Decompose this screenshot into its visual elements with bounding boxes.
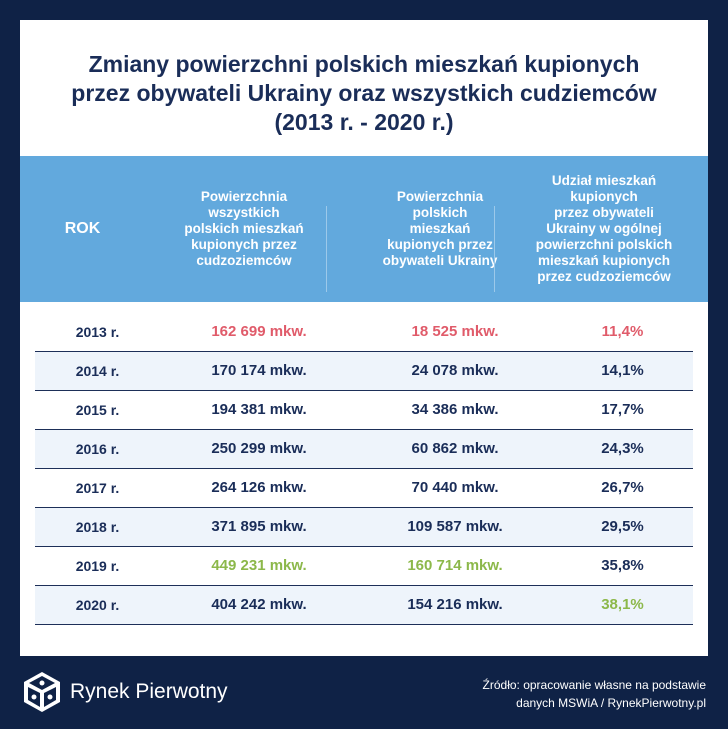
brand-name: Rynek Pierwotny [70,680,228,703]
table-body: 2013 r. 162 699 mkw. 18 525 mkw. 11,4% 2014 … [35,313,693,625]
cell-all-foreigners: 449 231 mkw. [211,557,307,574]
cell-share: 26,7% [601,479,644,496]
table-card: Zmiany powierzchni polskich mieszkań kup… [20,20,708,656]
cell-share: 38,1% [601,596,644,613]
table-row: 2016 r. 250 299 mkw. 60 862 mkw. 24,3% [35,430,693,469]
cell-all-foreigners: 194 381 mkw. [211,401,307,418]
cell-year: 2016 r. [75,441,120,457]
cell-ukraine: 70 440 mkw. [411,479,499,496]
cell-ukraine: 60 862 mkw. [411,440,499,457]
cell-all-foreigners: 170 174 mkw. [211,362,307,379]
table-row: 2020 r. 404 242 mkw. 154 216 mkw. 38,1% [35,586,693,625]
table-row: 2019 r. 449 231 mkw. 160 714 mkw. 35,8% [35,547,693,586]
table-header: ROK Powierzchnia wszystkich polskich mie… [20,156,708,302]
cell-year: 2020 r. [75,597,120,613]
cell-share: 35,8% [601,557,644,574]
table-row: 2017 r. 264 126 mkw. 70 440 mkw. 26,7% [35,469,693,508]
cell-all-foreigners: 404 242 mkw. [211,596,307,613]
cell-year: 2015 r. [75,402,120,418]
cell-ukraine: 34 386 mkw. [411,401,499,418]
header-year: ROK [64,220,101,237]
header-share: Udział mieszkań kupionych przez obywatel… [535,173,673,284]
table-row: 2015 r. 194 381 mkw. 34 386 mkw. 17,7% [35,391,693,430]
cell-ukraine: 109 587 mkw. [407,518,503,535]
table-row: 2014 r. 170 174 mkw. 24 078 mkw. 14,1% [35,352,693,391]
table-row: 2018 r. 371 895 mkw. 109 587 mkw. 29,5% [35,508,693,547]
cell-share: 29,5% [601,518,644,535]
cell-year: 2018 r. [75,519,120,535]
cell-ukraine: 24 078 mkw. [411,362,499,379]
cell-year: 2013 r. [75,324,120,340]
cell-share: 14,1% [601,362,644,379]
source-note: Źródło: opracowanie własne na podstawie … [482,678,706,710]
cell-year: 2014 r. [75,363,120,379]
cell-ukraine: 154 216 mkw. [407,596,503,613]
header-all-foreigners: Powierzchnia wszystkich polskich mieszka… [184,189,304,268]
cell-ukraine: 160 714 mkw. [407,557,503,574]
cell-all-foreigners: 264 126 mkw. [211,479,307,496]
cell-all-foreigners: 371 895 mkw. [211,518,307,535]
header-divider [326,206,327,292]
cell-all-foreigners: 162 699 mkw. [211,323,307,340]
page-title: Zmiany powierzchni polskich mieszkań kup… [71,51,657,135]
cell-all-foreigners: 250 299 mkw. [211,440,307,457]
table-row: 2013 r. 162 699 mkw. 18 525 mkw. 11,4% [35,313,693,352]
cell-ukraine: 18 525 mkw. [411,323,499,340]
rynek-pierwotny-logo-icon [24,672,60,712]
cell-year: 2017 r. [75,480,120,496]
cell-share: 17,7% [601,401,644,418]
cell-year: 2019 r. [75,558,120,574]
cell-share: 11,4% [601,323,644,340]
header-ukraine: Powierzchnia polskich mieszkań kupionych… [382,189,498,268]
cell-share: 24,3% [601,440,644,457]
header-divider [494,206,495,292]
